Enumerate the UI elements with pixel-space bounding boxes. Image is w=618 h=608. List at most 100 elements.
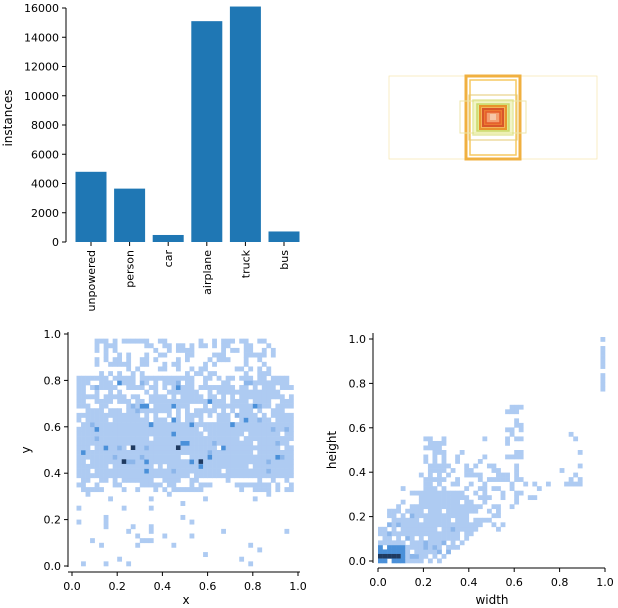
xy-cell — [157, 422, 163, 428]
xy-cell — [130, 440, 136, 446]
xy-cell — [126, 473, 132, 479]
xy-cell — [185, 422, 190, 428]
xy-cell — [261, 487, 267, 493]
wh-cell — [427, 513, 433, 519]
wh-cell — [518, 404, 524, 410]
xy-cell — [189, 352, 195, 358]
wh-cell — [423, 436, 429, 442]
xy-cell — [194, 436, 199, 442]
wh-cell — [432, 463, 438, 469]
xy-cell — [94, 375, 100, 381]
xy-cell — [144, 352, 150, 358]
xy-cell — [198, 371, 204, 377]
xy-cell — [162, 408, 168, 414]
xy-cell — [198, 463, 204, 469]
xy-y-tick-label: 0.6 — [44, 421, 62, 434]
wh-cell — [437, 450, 442, 455]
xy-cell — [266, 380, 272, 386]
xy-cell — [252, 417, 258, 423]
xy-cell — [76, 431, 82, 437]
wh-cell — [459, 490, 465, 496]
xy-cell — [180, 440, 186, 446]
xy-cell — [257, 422, 263, 428]
wh-cell — [473, 463, 479, 469]
xy-cell — [166, 380, 172, 386]
xy-cell — [239, 375, 245, 381]
xy-cell — [212, 440, 217, 446]
xy-cell — [189, 450, 195, 455]
xy-cell — [189, 417, 195, 423]
xy-cell — [144, 412, 150, 418]
xy-cell — [275, 431, 281, 437]
xy-cell — [76, 482, 82, 488]
wh-cell — [496, 508, 501, 514]
xy-cell — [166, 468, 172, 474]
xy-cell — [288, 454, 294, 460]
wh-cell — [378, 540, 383, 546]
xy-cell — [135, 422, 141, 428]
xy-cell — [198, 473, 204, 479]
wh-cell — [396, 544, 401, 550]
xy-cell — [144, 482, 150, 488]
xy-cell — [148, 450, 154, 455]
xy-cell — [284, 403, 290, 409]
wh-cell — [505, 409, 510, 415]
wh-cell — [486, 517, 492, 523]
xy-cell — [212, 445, 217, 451]
xy-cell — [85, 491, 91, 497]
xy-cell — [248, 431, 254, 437]
wh-cell — [500, 522, 506, 528]
xy-cell — [288, 403, 294, 409]
wh-cell — [427, 481, 433, 487]
xy-cell — [121, 426, 127, 432]
xy-cell — [185, 347, 190, 353]
xy-cell — [112, 361, 118, 367]
wh-cell — [491, 513, 497, 519]
wh-y-label: height — [325, 431, 339, 470]
wh-cell — [387, 540, 392, 546]
xy-cell — [212, 408, 217, 414]
xy-cell — [162, 468, 168, 474]
wh-cell — [446, 517, 451, 523]
xy-cell — [252, 473, 258, 479]
xy-cell — [252, 436, 258, 442]
xy-cell — [130, 463, 136, 469]
xy-cell — [99, 412, 104, 418]
wh-cell — [437, 517, 442, 523]
xy-cell — [234, 445, 240, 451]
xy-cell — [257, 463, 263, 469]
wh-cell — [437, 544, 442, 550]
wh-cell — [600, 346, 606, 351]
wh-cell — [455, 481, 461, 487]
xy-cell — [117, 463, 123, 469]
xy-cell — [175, 361, 181, 367]
wh-cell — [441, 513, 447, 519]
xy-cell — [221, 450, 226, 455]
xy-cell — [153, 380, 159, 386]
xy-cell — [157, 482, 163, 488]
bar-y-tick-label: 8000 — [31, 119, 59, 132]
xy-cell — [117, 375, 123, 381]
wh-cell — [514, 463, 520, 469]
xy-cell — [252, 412, 258, 418]
xy-cell — [239, 468, 245, 474]
xy-cell — [148, 375, 154, 381]
xy-cell — [81, 412, 86, 418]
bar-y-tick-label: 12000 — [24, 61, 59, 74]
xy-cell — [275, 445, 281, 451]
xy-cell — [189, 459, 195, 465]
wh-cell — [486, 508, 492, 514]
xy-cell — [248, 343, 254, 349]
xy-cell — [130, 412, 136, 418]
wh-cell — [450, 535, 456, 541]
xy-cell — [180, 398, 186, 404]
xy-cell — [85, 468, 91, 474]
xy-cell — [225, 385, 231, 390]
xy-cell — [99, 473, 104, 479]
xy-cell — [162, 398, 168, 404]
xy-cell — [166, 463, 172, 469]
xy-cell — [162, 375, 168, 381]
wh-cell — [446, 490, 451, 496]
xy-cell — [243, 473, 249, 479]
xy-cell — [108, 459, 113, 465]
